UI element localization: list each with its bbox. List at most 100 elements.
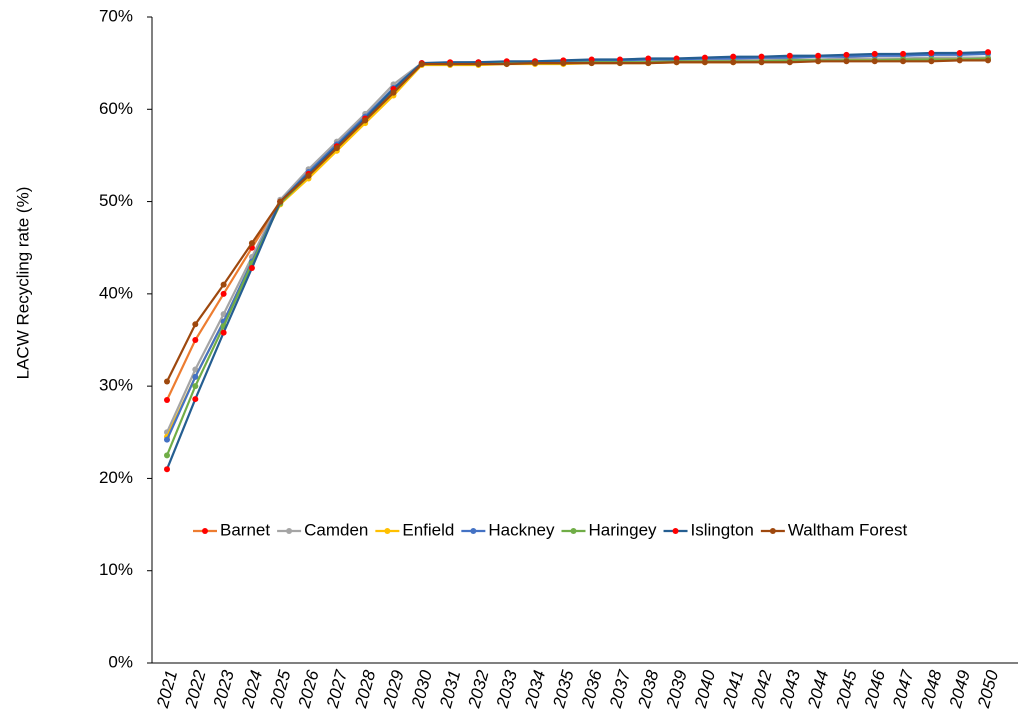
y-tick-label: 40%: [99, 283, 133, 302]
data-point: [815, 58, 822, 65]
series-line: [165, 56, 988, 433]
data-point: [786, 52, 793, 59]
data-point: [673, 59, 680, 66]
y-tick-label: 20%: [99, 468, 133, 487]
data-point: [758, 59, 765, 66]
data-point: [645, 55, 652, 62]
x-tick-label: 2036: [577, 668, 606, 711]
data-point: [532, 60, 539, 67]
y-tick-label: 60%: [99, 99, 133, 118]
x-tick-label: 2040: [691, 668, 720, 711]
data-point: [900, 50, 907, 57]
series-line: [166, 57, 989, 401]
data-point: [164, 378, 170, 385]
legend-label: Islington: [691, 520, 754, 539]
data-point: [843, 51, 850, 58]
x-tick-label: 2050: [974, 668, 1003, 711]
data-point: [192, 321, 199, 328]
data-point: [985, 57, 991, 64]
x-tick-label: 2046: [861, 668, 890, 711]
series-line: [165, 52, 989, 441]
x-tick-label: 2022: [181, 668, 210, 711]
legend-label: Camden: [304, 520, 368, 539]
x-tick-label: 2023: [209, 668, 238, 711]
data-point: [277, 198, 284, 205]
x-tick-label: 2030: [408, 668, 437, 711]
x-tick-label: 2033: [493, 668, 522, 711]
legend-marker: [202, 528, 208, 534]
data-point: [192, 383, 199, 390]
series-line: [165, 50, 989, 470]
x-tick-label: 2037: [606, 668, 635, 711]
y-tick-label: 30%: [99, 376, 133, 395]
x-tick-label: 2048: [917, 668, 946, 711]
data-point: [645, 60, 652, 67]
x-tick-label: 2039: [662, 668, 691, 711]
data-point: [560, 60, 567, 67]
data-point: [164, 396, 170, 403]
data-point: [928, 49, 935, 56]
x-tick-label: 2043: [776, 668, 805, 711]
data-point: [871, 58, 878, 65]
data-point: [192, 337, 199, 343]
x-tick-label: 2021: [153, 668, 181, 710]
data-point: [871, 50, 878, 57]
legend-label: Hackney: [488, 520, 555, 539]
data-point: [305, 172, 312, 179]
data-point: [220, 290, 227, 297]
legend-label: Enfield: [402, 520, 454, 539]
data-point: [220, 329, 227, 336]
data-point: [758, 53, 765, 60]
data-point: [164, 436, 170, 443]
data-point: [192, 366, 199, 373]
legend-marker: [286, 528, 293, 534]
data-point: [164, 452, 170, 459]
data-point: [786, 59, 793, 66]
x-tick-label: 2049: [945, 668, 974, 711]
series-line: [165, 57, 989, 456]
legend-label: Haringey: [588, 520, 657, 539]
y-tick-label: 70%: [99, 6, 133, 25]
x-tick-label: 2024: [238, 668, 266, 710]
y-tick-label: 10%: [99, 560, 133, 579]
data-point: [362, 117, 369, 124]
data-point: [447, 61, 454, 68]
x-tick-label: 2035: [549, 668, 578, 711]
data-point: [701, 54, 708, 61]
data-point: [220, 311, 227, 318]
series-line: [166, 59, 988, 383]
x-tick-label: 2032: [464, 668, 493, 711]
data-point: [956, 49, 963, 56]
data-point: [503, 61, 510, 68]
legend-label: Waltham Forest: [788, 520, 908, 539]
data-point: [390, 89, 397, 96]
x-tick-label: 2047: [889, 668, 918, 711]
data-point: [730, 53, 737, 60]
data-point: [815, 52, 822, 59]
x-tick-label: 2042: [747, 668, 776, 711]
x-tick-label: 2031: [436, 668, 464, 710]
x-tick-label: 2045: [832, 668, 861, 711]
y-axis-label: LACW Recycling rate (%): [13, 187, 32, 380]
data-point: [900, 58, 907, 65]
data-point: [164, 466, 170, 473]
x-tick-label: 2028: [351, 668, 380, 711]
data-point: [701, 59, 708, 66]
data-point: [730, 59, 737, 66]
data-point: [248, 240, 255, 247]
data-point: [985, 49, 991, 56]
data-point: [333, 145, 340, 152]
data-point: [220, 281, 227, 288]
x-tick-label: 2044: [804, 668, 832, 710]
y-tick-label: 0%: [108, 652, 133, 671]
data-point: [192, 396, 199, 403]
x-tick-label: 2026: [294, 668, 323, 711]
legend: Barnet Camden Enfield Hackney Haringey Isling…: [193, 520, 907, 539]
data-point: [418, 61, 425, 68]
y-tick-label: 50%: [99, 191, 133, 210]
x-tick-label: 2041: [719, 668, 747, 710]
data-point: [928, 58, 935, 65]
x-tick-label: 2034: [521, 668, 549, 710]
legend-label: Barnet: [220, 520, 270, 539]
